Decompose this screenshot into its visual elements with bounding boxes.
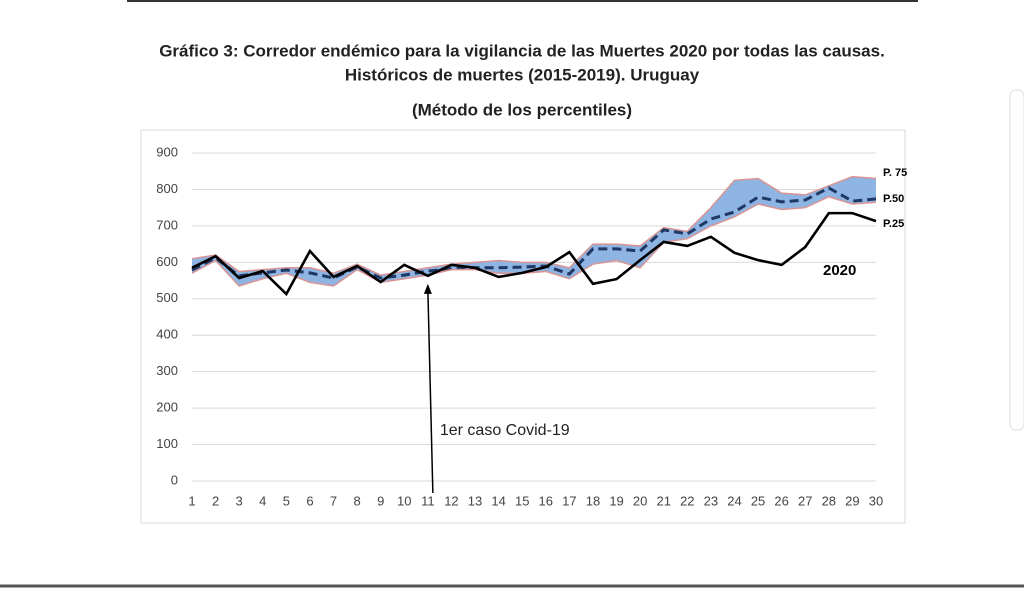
x-tick-label: 6 [306, 493, 313, 508]
x-tick-label: 5 [283, 493, 290, 508]
series-label: P.25 [883, 218, 904, 230]
y-tick-label: 200 [156, 400, 178, 415]
annotation-text: 1er caso Covid-19 [440, 422, 570, 439]
x-tick-label: 21 [656, 493, 670, 508]
x-tick-label: 12 [444, 493, 458, 508]
x-tick-label: 15 [515, 493, 529, 508]
x-tick-label: 9 [377, 493, 384, 508]
chart-title: Gráfico 3: Corredor endémico para la vig… [159, 41, 885, 60]
x-tick-label: 2 [212, 493, 219, 508]
x-tick-label: 18 [586, 493, 600, 508]
x-tick-label: 19 [609, 493, 623, 508]
x-tick-label: 8 [353, 493, 360, 508]
series-line [191, 195, 877, 287]
chart-subtitle: (Método de los percentiles) [412, 100, 632, 119]
y-tick-label: 100 [156, 436, 178, 451]
x-tick-label: 7 [330, 493, 337, 508]
x-tick-label: 10 [397, 493, 411, 508]
y-tick-label: 500 [156, 290, 178, 305]
x-tick-label: 24 [727, 493, 741, 508]
x-tick-label: 13 [468, 493, 482, 508]
x-tick-label: 3 [236, 493, 243, 508]
x-tick-label: 11 [421, 493, 435, 508]
x-tick-label: 20 [633, 493, 647, 508]
y-tick-label: 300 [156, 363, 178, 378]
x-tick-label: 17 [562, 493, 576, 508]
series-line [191, 175, 877, 276]
percentile-band [192, 176, 876, 287]
x-tick-label: 25 [751, 493, 765, 508]
x-tick-label: 30 [869, 493, 883, 508]
y-tick-label: 800 [156, 181, 178, 196]
y-tick-label: 600 [156, 254, 178, 269]
x-tick-label: 14 [491, 493, 505, 508]
y-tick-label: 400 [156, 327, 178, 342]
annotation-arrowhead [423, 283, 432, 294]
chart-title: Históricos de muertes (2015-2019). Urugu… [345, 65, 700, 84]
x-tick-label: 16 [539, 493, 553, 508]
x-tick-label: 29 [845, 493, 859, 508]
x-tick-label: 27 [798, 493, 812, 508]
y-tick-label: 900 [156, 144, 178, 159]
y-tick-label: 0 [171, 472, 178, 487]
x-tick-label: 23 [704, 493, 718, 508]
x-tick-label: 4 [259, 493, 266, 508]
series-label: P.50 [883, 193, 904, 205]
series-line [191, 186, 877, 280]
x-tick-label: 1 [188, 493, 195, 508]
series-label: 2020 [823, 262, 856, 279]
scroll-edge [1009, 89, 1024, 431]
x-tick-label: 28 [822, 493, 836, 508]
y-tick-label: 700 [156, 217, 178, 232]
x-tick-label: 26 [774, 493, 788, 508]
x-tick-label: 22 [680, 493, 694, 508]
series-label: P. 75 [883, 167, 907, 179]
annotation-arrow [427, 289, 434, 494]
series-line [191, 211, 877, 297]
